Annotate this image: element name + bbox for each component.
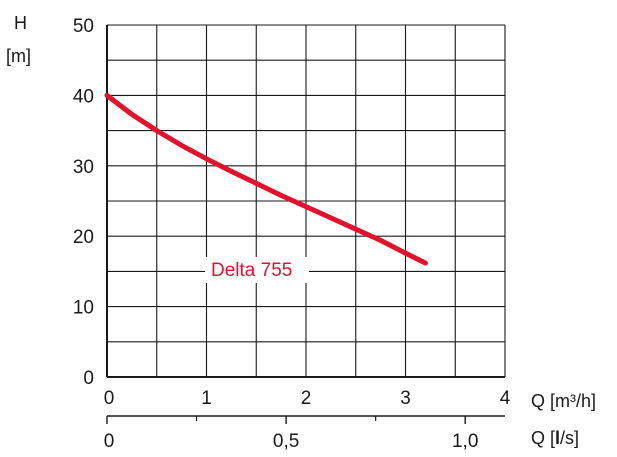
grid: [106, 24, 506, 378]
x-tick-label: 3: [400, 388, 411, 409]
secondary-x-tick-label: 1,0: [452, 431, 478, 452]
x-axis-title: Q [m³/h]: [531, 391, 596, 411]
x-tick-labels: 0 1 2 3 4: [104, 388, 511, 409]
secondary-x-axis-title: Q [l/s]: [531, 428, 579, 448]
x-tick-label: 2: [301, 388, 312, 409]
secondary-x-axis-title-bold: l: [555, 428, 560, 448]
y-tick-label: 40: [73, 86, 94, 107]
y-tick-label: 0: [83, 368, 94, 389]
secondary-x-tick-label: 0: [104, 431, 115, 452]
x-tick-label: 1: [201, 388, 212, 409]
secondary-x-axis: 0 0,5 1,0: [104, 415, 505, 452]
series-label-background: [205, 257, 309, 283]
x-tick-label: 4: [500, 388, 511, 409]
secondary-x-axis-title-prefix: Q [: [531, 428, 555, 448]
y-tick-labels: 0 10 20 30 40 50: [73, 16, 94, 389]
series-label: Delta 755: [211, 260, 292, 281]
y-tick-label: 10: [73, 298, 94, 319]
y-tick-label: 30: [73, 157, 94, 178]
x-tick-label: 0: [104, 388, 115, 409]
secondary-x-tick-label: 0,5: [273, 431, 299, 452]
series-line-delta-755: [104, 92, 428, 266]
secondary-x-axis-title-suffix: /s]: [560, 428, 579, 448]
y-tick-label: 50: [73, 16, 94, 37]
y-axis-title: H: [14, 13, 27, 33]
y-axis-unit: [m]: [6, 46, 31, 66]
y-tick-label: 20: [73, 227, 94, 248]
